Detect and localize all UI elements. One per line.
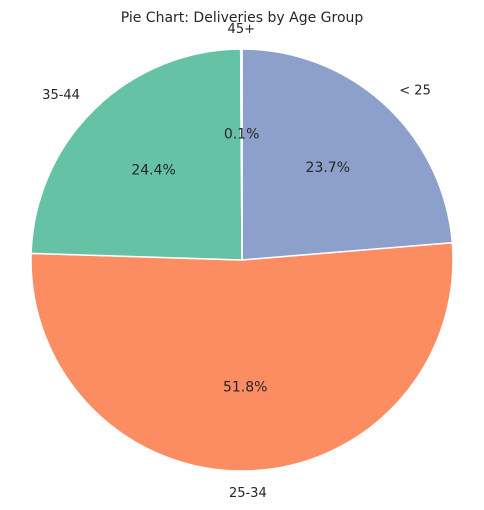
pie-slice-45 bbox=[239, 48, 243, 261]
pie-slices bbox=[30, 48, 454, 472]
slice-label-25-34: 25-34 bbox=[229, 486, 267, 501]
chart-title: Pie Chart: Deliveries by Age Group bbox=[121, 10, 364, 26]
slice-percent-45: 0.1% bbox=[224, 126, 260, 142]
slice-label-45: 45+ bbox=[228, 22, 255, 37]
pie-slice-25-34 bbox=[30, 242, 454, 472]
pie-slice-35-44 bbox=[30, 48, 243, 261]
slice-label-35-44: 35-44 bbox=[42, 88, 80, 103]
pie-labels: < 25 23.7% 25-34 51.8% 35-44 24.4% 45+ 0.1% bbox=[42, 22, 431, 501]
slice-percent-35-44: 24.4% bbox=[131, 162, 175, 178]
pie-slice-25 bbox=[241, 48, 454, 261]
slice-label-25: < 25 bbox=[399, 83, 431, 98]
slice-percent-25: 23.7% bbox=[306, 160, 350, 176]
slice-percent-25-34: 51.8% bbox=[223, 380, 267, 396]
